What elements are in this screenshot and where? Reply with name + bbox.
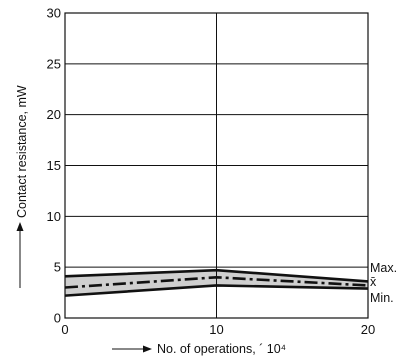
x-axis-arrow-head bbox=[143, 345, 152, 353]
y-tick-label-15: 15 bbox=[47, 158, 61, 173]
series-layer: Max.x̄ Min. bbox=[64, 261, 397, 305]
series-line-mean bbox=[64, 276, 369, 289]
plot-frame bbox=[64, 12, 369, 319]
series-line-min bbox=[64, 284, 369, 297]
series-label-mean: x̄ bbox=[370, 275, 377, 289]
series-line-max bbox=[64, 268, 369, 283]
x-axis-title: No. of operations, ´ 10⁴ bbox=[112, 342, 286, 356]
y-axis-label: Contact resistance, mW bbox=[15, 85, 29, 218]
x-tick-label-0: 0 bbox=[61, 322, 68, 337]
grid-layer bbox=[64, 12, 369, 319]
x-axis-label: No. of operations, ´ 10⁴ bbox=[157, 342, 286, 356]
y-tick-label-5: 5 bbox=[54, 260, 61, 275]
y-tick-label-25: 25 bbox=[47, 56, 61, 71]
y-tick-label-20: 20 bbox=[47, 107, 61, 122]
x-tick-label-10: 10 bbox=[209, 322, 223, 337]
series-label-max: Max. bbox=[370, 261, 397, 275]
y-tick-label-0: 0 bbox=[54, 311, 61, 326]
x-tick-label-20: 20 bbox=[361, 322, 375, 337]
tick-layer: 0 5 10 15 20 25 30 0 10 20 bbox=[47, 6, 376, 338]
y-tick-label-10: 10 bbox=[47, 209, 61, 224]
y-axis-title: Contact resistance, mW bbox=[15, 85, 29, 288]
series-label-min: Min. bbox=[370, 291, 394, 305]
y-tick-label-30: 30 bbox=[47, 6, 61, 21]
y-axis-arrow-head bbox=[16, 222, 24, 231]
